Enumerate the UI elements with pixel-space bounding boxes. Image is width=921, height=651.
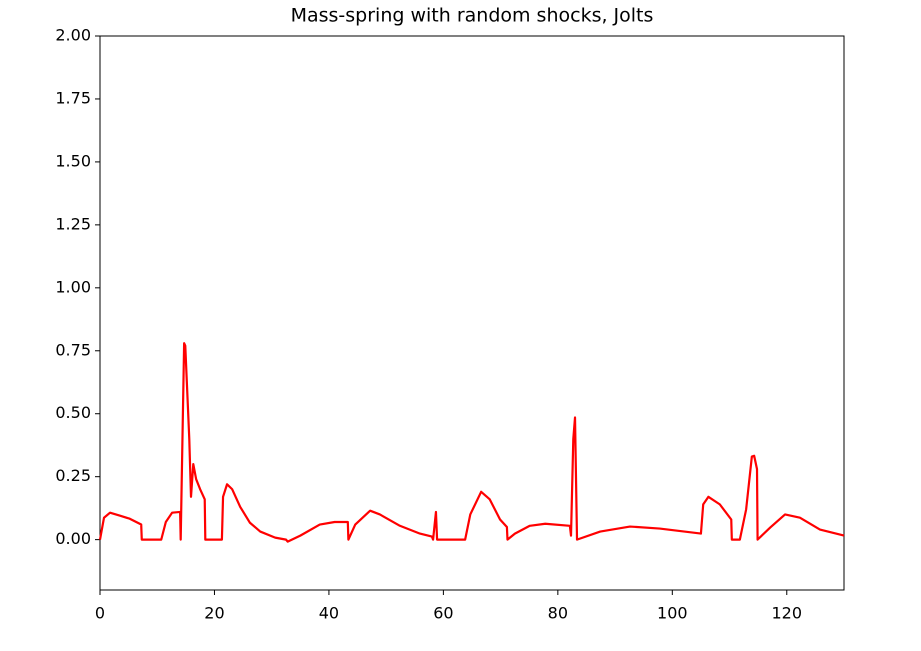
y-tick-label: 1.00 — [55, 277, 91, 296]
x-tick-label: 80 — [548, 604, 568, 623]
chart-title: Mass-spring with random shocks, Jolts — [291, 5, 654, 27]
y-tick-label: 0.75 — [55, 340, 91, 359]
x-tick-label: 20 — [204, 604, 224, 623]
y-tick-label: 0.50 — [55, 403, 91, 422]
y-tick-label: 1.75 — [55, 88, 91, 107]
y-tick-label: 1.50 — [55, 151, 91, 170]
plot-frame — [99, 35, 845, 591]
x-tick-label: 100 — [657, 604, 688, 623]
x-tick-label: 60 — [433, 604, 453, 623]
series-line — [98, 342, 845, 543]
y-tick-label: 0.25 — [55, 466, 91, 485]
y-tick-label: 0.00 — [55, 529, 91, 548]
x-tick-label: 40 — [319, 604, 339, 623]
x-tick-label: 0 — [95, 604, 105, 623]
y-tick-label: 2.00 — [55, 26, 91, 45]
y-tick-label: 1.25 — [55, 214, 91, 233]
x-tick-label: 120 — [771, 604, 802, 623]
